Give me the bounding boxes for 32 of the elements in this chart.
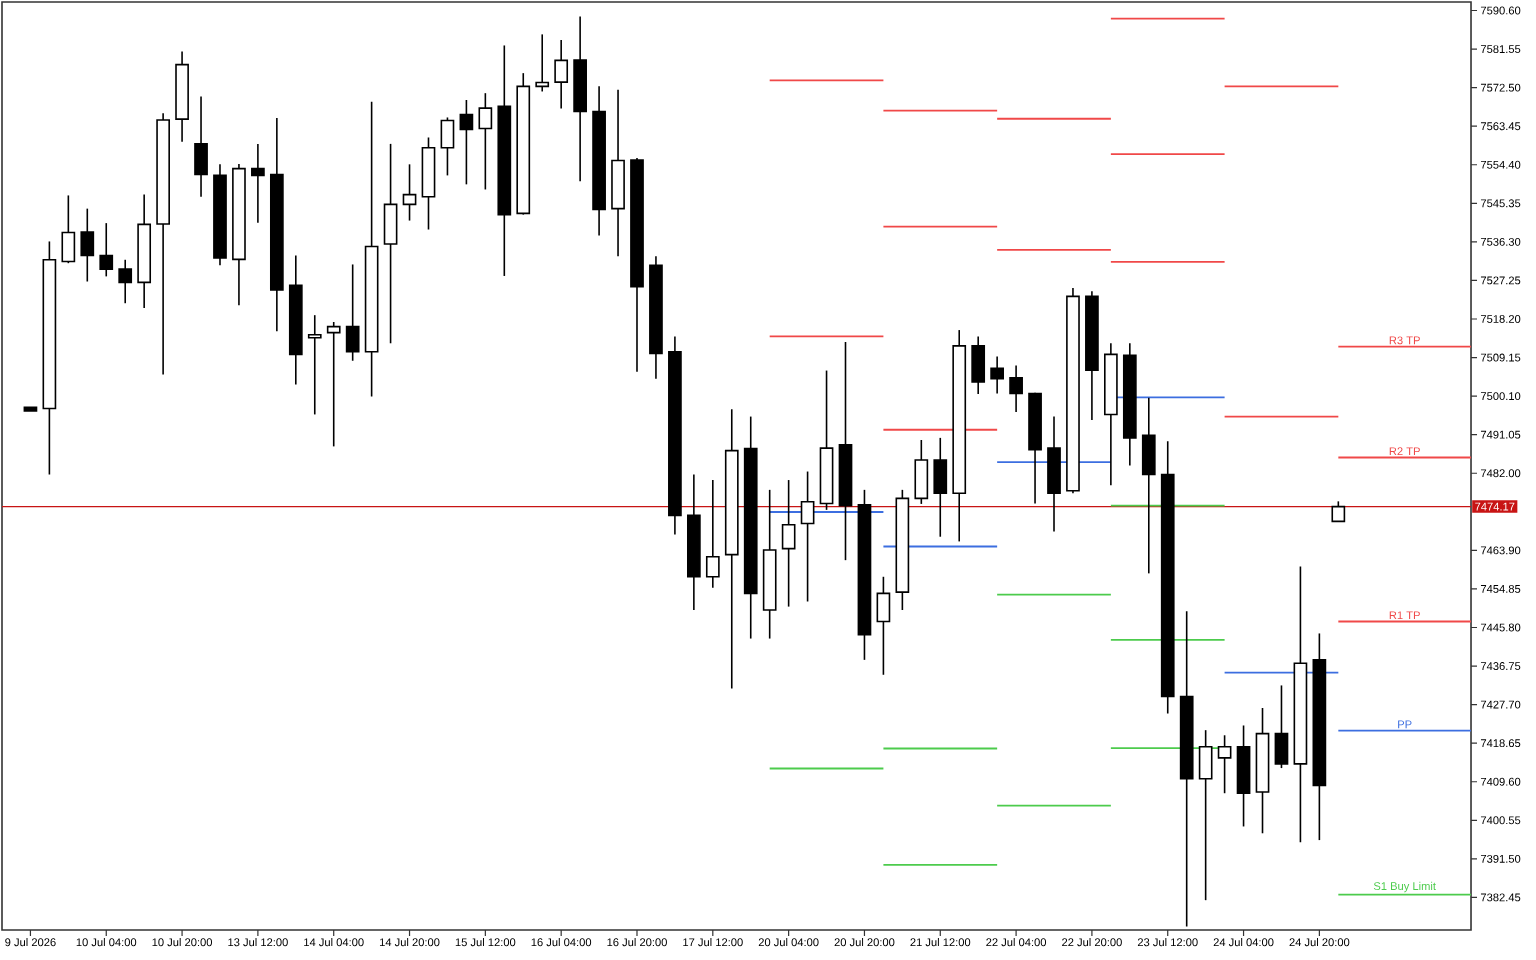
candlestick xyxy=(914,439,929,505)
candlestick xyxy=(1047,415,1061,533)
candlestick xyxy=(800,470,815,603)
candlestick xyxy=(1331,500,1346,523)
candlestick xyxy=(554,39,569,110)
candlestick xyxy=(1217,734,1232,795)
candlestick xyxy=(1009,364,1023,413)
candlestick xyxy=(971,335,986,395)
candlestick xyxy=(118,258,133,305)
candlestick xyxy=(345,263,360,362)
candlestick xyxy=(99,222,114,278)
candlestick xyxy=(1274,684,1289,769)
candlestick xyxy=(781,479,796,608)
candlestick xyxy=(61,194,76,264)
candlestick xyxy=(383,143,398,345)
candlestick xyxy=(1198,729,1213,901)
candlestick xyxy=(326,321,341,448)
candlestick xyxy=(307,314,322,416)
candlestick xyxy=(251,143,265,224)
candlestick xyxy=(1236,724,1251,828)
candlestick xyxy=(933,437,948,538)
candlestick xyxy=(876,575,891,676)
candlestick xyxy=(535,33,550,93)
candlestick xyxy=(459,99,474,186)
candlestick xyxy=(990,355,1004,395)
candlestick xyxy=(705,479,720,589)
candlestick xyxy=(402,163,417,222)
candlestick xyxy=(194,95,208,198)
candlestick xyxy=(440,116,455,177)
candlestick xyxy=(80,207,95,283)
candlestick xyxy=(478,92,493,191)
candlestick xyxy=(1141,397,1156,575)
